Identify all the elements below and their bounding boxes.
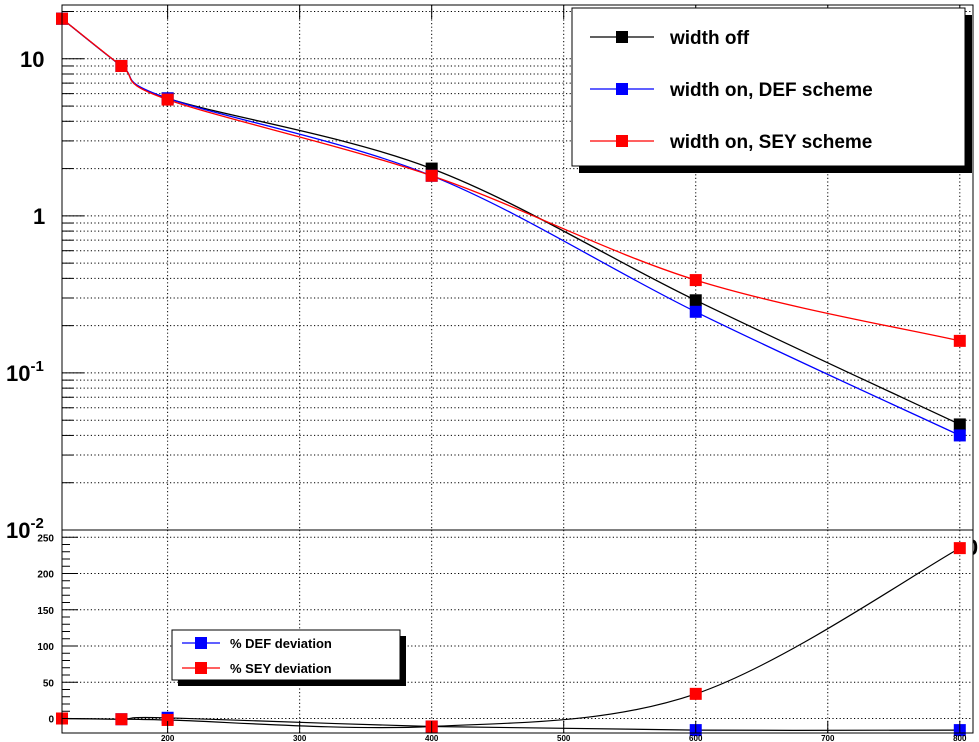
ratio-y-tick-label: 250 [37, 533, 54, 544]
main-legend [571, 7, 966, 167]
ratio-data-point [953, 542, 966, 555]
ratio-y-tick-label: 200 [37, 570, 54, 581]
ratio-x-tick-label: 500 [557, 734, 571, 742]
main-data-point [689, 305, 702, 318]
ratio-panel: 0 50 100 150 200 250 200 300 400 500 600 700 800 % DE… [37, 529, 974, 742]
ratio-legend-label: % SEY deviation [230, 661, 332, 676]
ratio-x-tick-label: 800 [953, 734, 967, 742]
main-data-point [161, 93, 174, 106]
ratio-data-point [689, 687, 702, 700]
ratio-y-tick-label: 0 [48, 715, 54, 726]
main-legend-marker [616, 83, 628, 95]
main-legend-label: width on, SEY scheme [669, 132, 872, 153]
main-y-tick-label: 10 [20, 47, 44, 72]
ratio-legend [171, 629, 401, 681]
ratio-legend-marker [195, 637, 207, 649]
ratio-x-tick-label: 200 [161, 734, 175, 742]
main-y-tick-label: 10-1 [6, 358, 44, 386]
main-data-point [689, 274, 702, 287]
ratio-x-tick-label: 700 [821, 734, 835, 742]
main-data-point [115, 59, 128, 72]
main-legend-label: width on, DEF scheme [669, 80, 873, 101]
main-data-point [953, 429, 966, 442]
ratio-y-tick-label: 100 [37, 642, 54, 653]
ratio-y-tick-label: 50 [43, 678, 55, 689]
main-data-point [953, 334, 966, 347]
ratio-x-tick-label: 300 [293, 734, 307, 742]
ratio-y-tick-label: 150 [37, 606, 54, 617]
main-y-tick-label: 1 [33, 204, 45, 229]
ratio-x-tick-label: 600 [689, 734, 703, 742]
main-data-point [689, 294, 702, 307]
main-legend-marker [616, 135, 628, 147]
ratio-legend-label: % DEF deviation [230, 636, 332, 651]
main-legend-label: width off [669, 28, 750, 49]
main-data-point [953, 418, 966, 431]
ratio-data-point [161, 713, 174, 726]
ratio-data-point [115, 713, 128, 726]
ratio-legend-marker [195, 662, 207, 674]
ratio-x-tick-label: 400 [425, 734, 439, 742]
main-data-point [425, 169, 438, 182]
main-legend-marker [616, 31, 628, 43]
